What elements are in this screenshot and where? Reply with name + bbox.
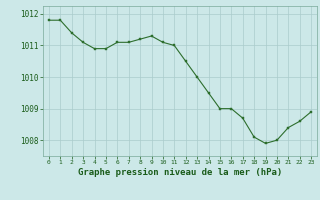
X-axis label: Graphe pression niveau de la mer (hPa): Graphe pression niveau de la mer (hPa) <box>78 168 282 177</box>
